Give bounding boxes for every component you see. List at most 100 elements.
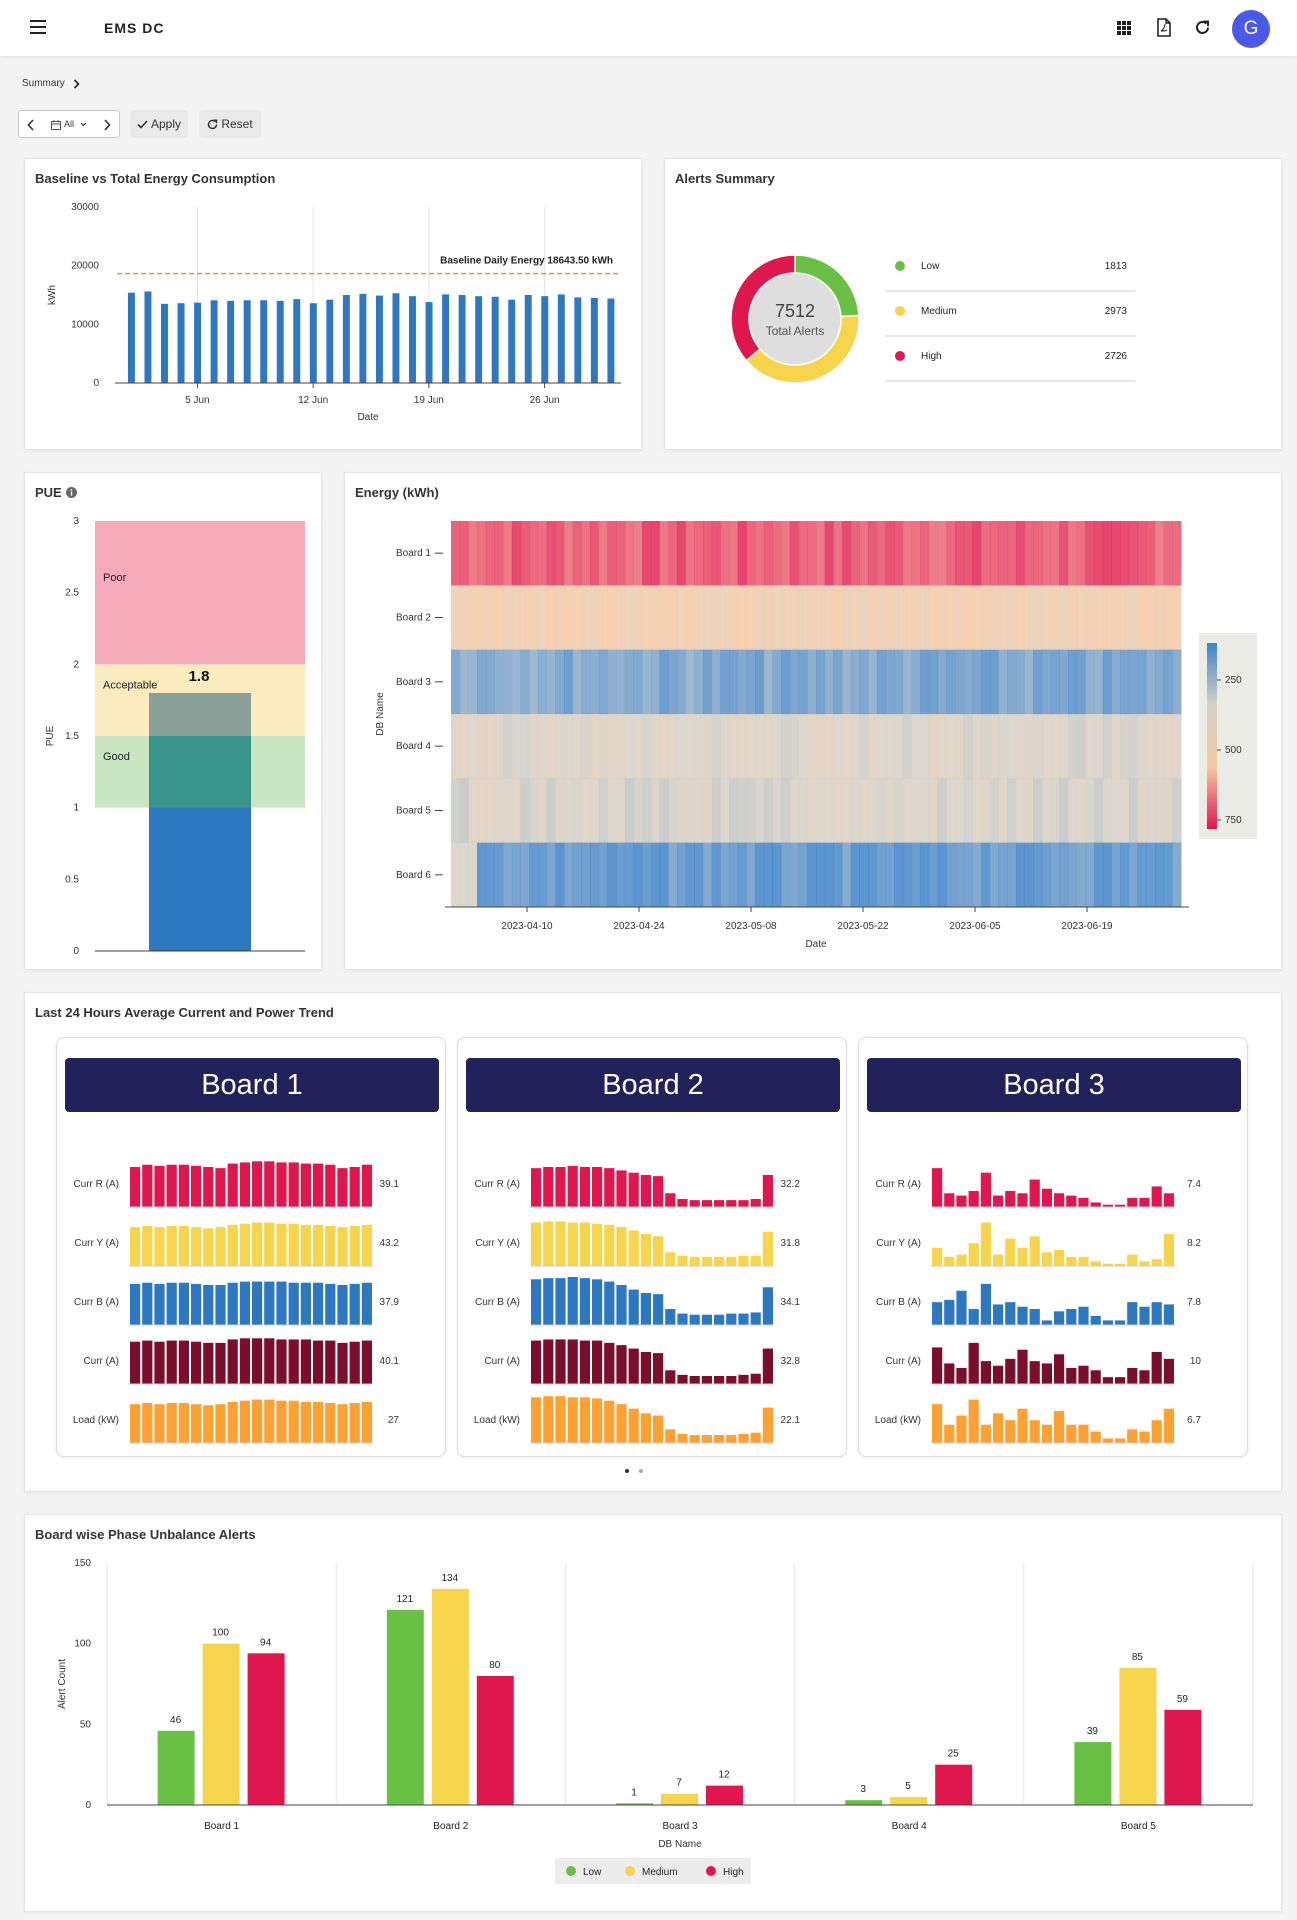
metric-bar: [653, 1176, 664, 1207]
metric-bar: [276, 1223, 287, 1266]
heatmap-cell: [798, 649, 808, 715]
breadcrumb[interactable]: Summary: [22, 78, 80, 89]
metric-bar: [968, 1243, 979, 1266]
x-tick-label: 5 Jun: [185, 395, 209, 406]
pager-dot[interactable]: [625, 1469, 629, 1473]
metric-bar: [1151, 1352, 1162, 1384]
avatar[interactable]: G: [1232, 10, 1270, 48]
metric-bar: [1078, 1256, 1089, 1266]
heatmap-cell: [676, 842, 687, 908]
heatmap-cell: [911, 714, 921, 779]
heatmap-cell: [607, 521, 617, 586]
heatmap-cell: [607, 714, 617, 779]
heatmap-cell: [946, 521, 956, 586]
metric-bar: [349, 1403, 360, 1443]
board-sparkbars: Curr R (A) 7.4 Curr Y (A) 8.2 Curr B (A) 7.8 C…: [875, 1168, 1201, 1444]
refresh-icon[interactable]: [1194, 19, 1211, 36]
reset-label: Reset: [221, 117, 253, 131]
next-period-icon[interactable]: [103, 119, 111, 131]
heatmap-cell: [902, 649, 913, 715]
heatmap-cell: [859, 649, 869, 715]
chevron-right-icon: [73, 78, 80, 89]
menu-icon[interactable]: [30, 20, 46, 34]
metric-bar: [567, 1165, 578, 1207]
heatmap-cell: [798, 521, 808, 586]
bar-value-label: 59: [1177, 1694, 1189, 1705]
apps-grid-icon[interactable]: [1116, 20, 1132, 36]
heatmap-cell: [642, 585, 652, 651]
heatmap-cell: [1068, 521, 1078, 586]
metric-bar: [579, 1222, 590, 1266]
heatmap-cell: [920, 778, 930, 844]
heatmap-cell: [946, 842, 956, 908]
heatmap-cell: [763, 521, 774, 586]
heatmap-cell: [746, 842, 756, 908]
heatmap-cell: [911, 649, 921, 715]
metric-bar: [1029, 1236, 1040, 1266]
metric-bar: [1127, 1197, 1138, 1207]
chevron-down-icon[interactable]: [80, 122, 87, 127]
heatmap-cell: [1059, 714, 1069, 779]
heatmap-cell: [1024, 521, 1034, 586]
heatmap-cell: [590, 649, 600, 715]
metric-bar: [689, 1376, 700, 1384]
metric-bar: [191, 1283, 202, 1325]
metric-bar: [227, 1401, 238, 1443]
metric-bar: [1054, 1193, 1065, 1207]
reset-button[interactable]: Reset: [199, 110, 261, 138]
heatmap-cell: [1085, 585, 1095, 651]
heatmap-cell: [572, 521, 582, 586]
metric-bar: [252, 1222, 263, 1266]
calendar-icon[interactable]: [51, 120, 61, 130]
heatmap-cell: [746, 649, 756, 715]
bar-high: [1164, 1709, 1202, 1805]
metric-bar: [567, 1277, 578, 1325]
metric-bar: [130, 1341, 141, 1384]
metric-bar: [203, 1228, 214, 1266]
pdf-export-icon[interactable]: [1156, 18, 1172, 37]
heatmap-cell: [972, 585, 982, 651]
metric-bar: [628, 1172, 639, 1207]
date-range-value[interactable]: All: [64, 119, 75, 129]
heatmap-cell: [1015, 521, 1026, 586]
heatmap-cell: [1076, 649, 1086, 715]
info-icon[interactable]: [65, 487, 77, 498]
heatmap-cell: [555, 521, 565, 586]
metric-bar: [993, 1365, 1004, 1384]
x-tick-label: Board 3: [662, 1821, 697, 1832]
metric-bar: [1078, 1306, 1089, 1325]
metric-bar: [543, 1221, 554, 1266]
heatmap-cell: [1076, 842, 1086, 908]
metric-bar: [665, 1252, 676, 1266]
metric-bar: [677, 1255, 688, 1266]
bar-value-label: 80: [489, 1660, 501, 1671]
x-tick-label: 12 Jun: [298, 395, 328, 406]
metric-value: 27: [388, 1415, 400, 1426]
heatmap-cell: [572, 778, 582, 844]
heatmap-cell: [598, 521, 608, 586]
metric-bar: [714, 1376, 725, 1384]
heatmap-cell: [520, 585, 530, 651]
energy-heatmap-chart: Board 1 Board 2 Board 3 Board 4 Board 5 Board…: [375, 521, 1257, 950]
pager-dot[interactable]: [639, 1469, 643, 1473]
metric-bar: [1005, 1358, 1016, 1384]
prev-period-icon[interactable]: [27, 119, 35, 131]
avatar-letter: G: [1243, 18, 1259, 39]
metric-bar: [750, 1255, 761, 1266]
heatmap-cell: [572, 585, 582, 651]
heatmap-cell: [659, 842, 669, 908]
heatmap-cell: [477, 521, 487, 586]
metric-bar: [738, 1200, 749, 1207]
metric-bar: [932, 1247, 943, 1266]
heatmap-cell: [789, 778, 800, 844]
metric-bar: [1066, 1424, 1077, 1443]
metric-bar: [313, 1224, 324, 1266]
bar-value-label: 85: [1132, 1652, 1144, 1663]
x-tick-label: Board 4: [892, 1821, 927, 1832]
metric-bar: [1041, 1252, 1052, 1266]
breadcrumb-summary[interactable]: Summary: [22, 78, 65, 89]
heatmap-cell: [1068, 842, 1078, 908]
heatmap-cell: [729, 521, 739, 586]
apply-button[interactable]: Apply: [130, 110, 188, 138]
metric-bar: [300, 1224, 311, 1266]
